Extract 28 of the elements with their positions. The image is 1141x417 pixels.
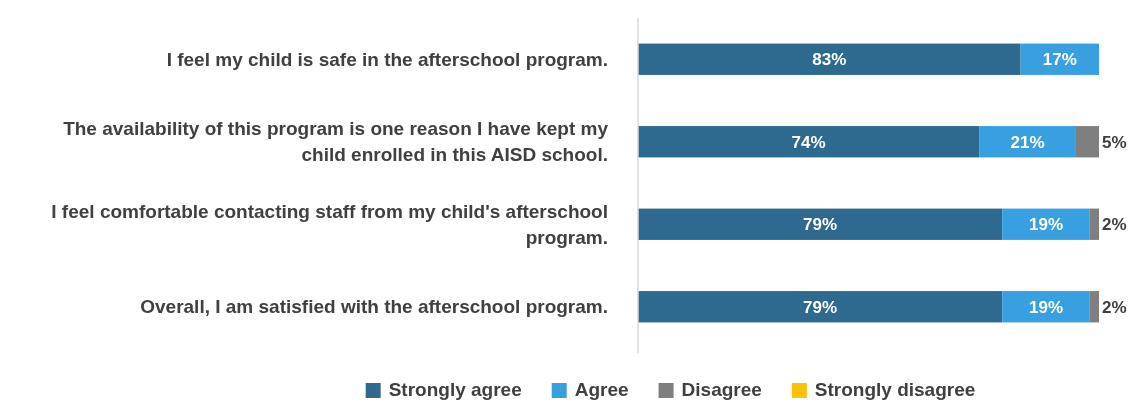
bar: [1002, 291, 1090, 323]
data-label: 2%: [1102, 215, 1127, 235]
legend-label: Disagree: [681, 379, 762, 400]
bar: [1089, 291, 1099, 323]
data-label: 79%: [803, 297, 838, 317]
legend-label: Strongly agree: [388, 379, 522, 400]
bar: [638, 208, 1003, 240]
data-label: 83%: [812, 50, 847, 70]
data-label: 2%: [1102, 297, 1127, 317]
legend-label: Strongly disagree: [814, 379, 976, 400]
data-label: 74%: [791, 132, 826, 152]
y-tick-label: The availability of this program is one reason I have kept my child enrolled in this AISD school.: [63, 118, 609, 166]
data-label: 21%: [1010, 132, 1045, 152]
data-label: 19%: [1028, 297, 1063, 317]
bar: [638, 291, 1003, 323]
y-tick-label: I feel comfortable contacting staff from my child's afterschool program.: [51, 200, 608, 248]
bar: [638, 43, 1021, 75]
data-label: 19%: [1028, 215, 1063, 235]
bar: [979, 126, 1076, 158]
y-tick-label: Overall, I am satisfied with the afterschool program.: [140, 296, 608, 318]
data-label: 17%: [1042, 50, 1077, 70]
bar: [1075, 126, 1099, 158]
bar: [1089, 208, 1099, 240]
data-label: 79%: [803, 215, 838, 235]
legend-label: Agree: [574, 379, 629, 400]
bar: [638, 126, 980, 158]
data-label: 5%: [1102, 132, 1127, 152]
y-tick-label: I feel my child is safe in the afterschool program.: [166, 48, 608, 70]
